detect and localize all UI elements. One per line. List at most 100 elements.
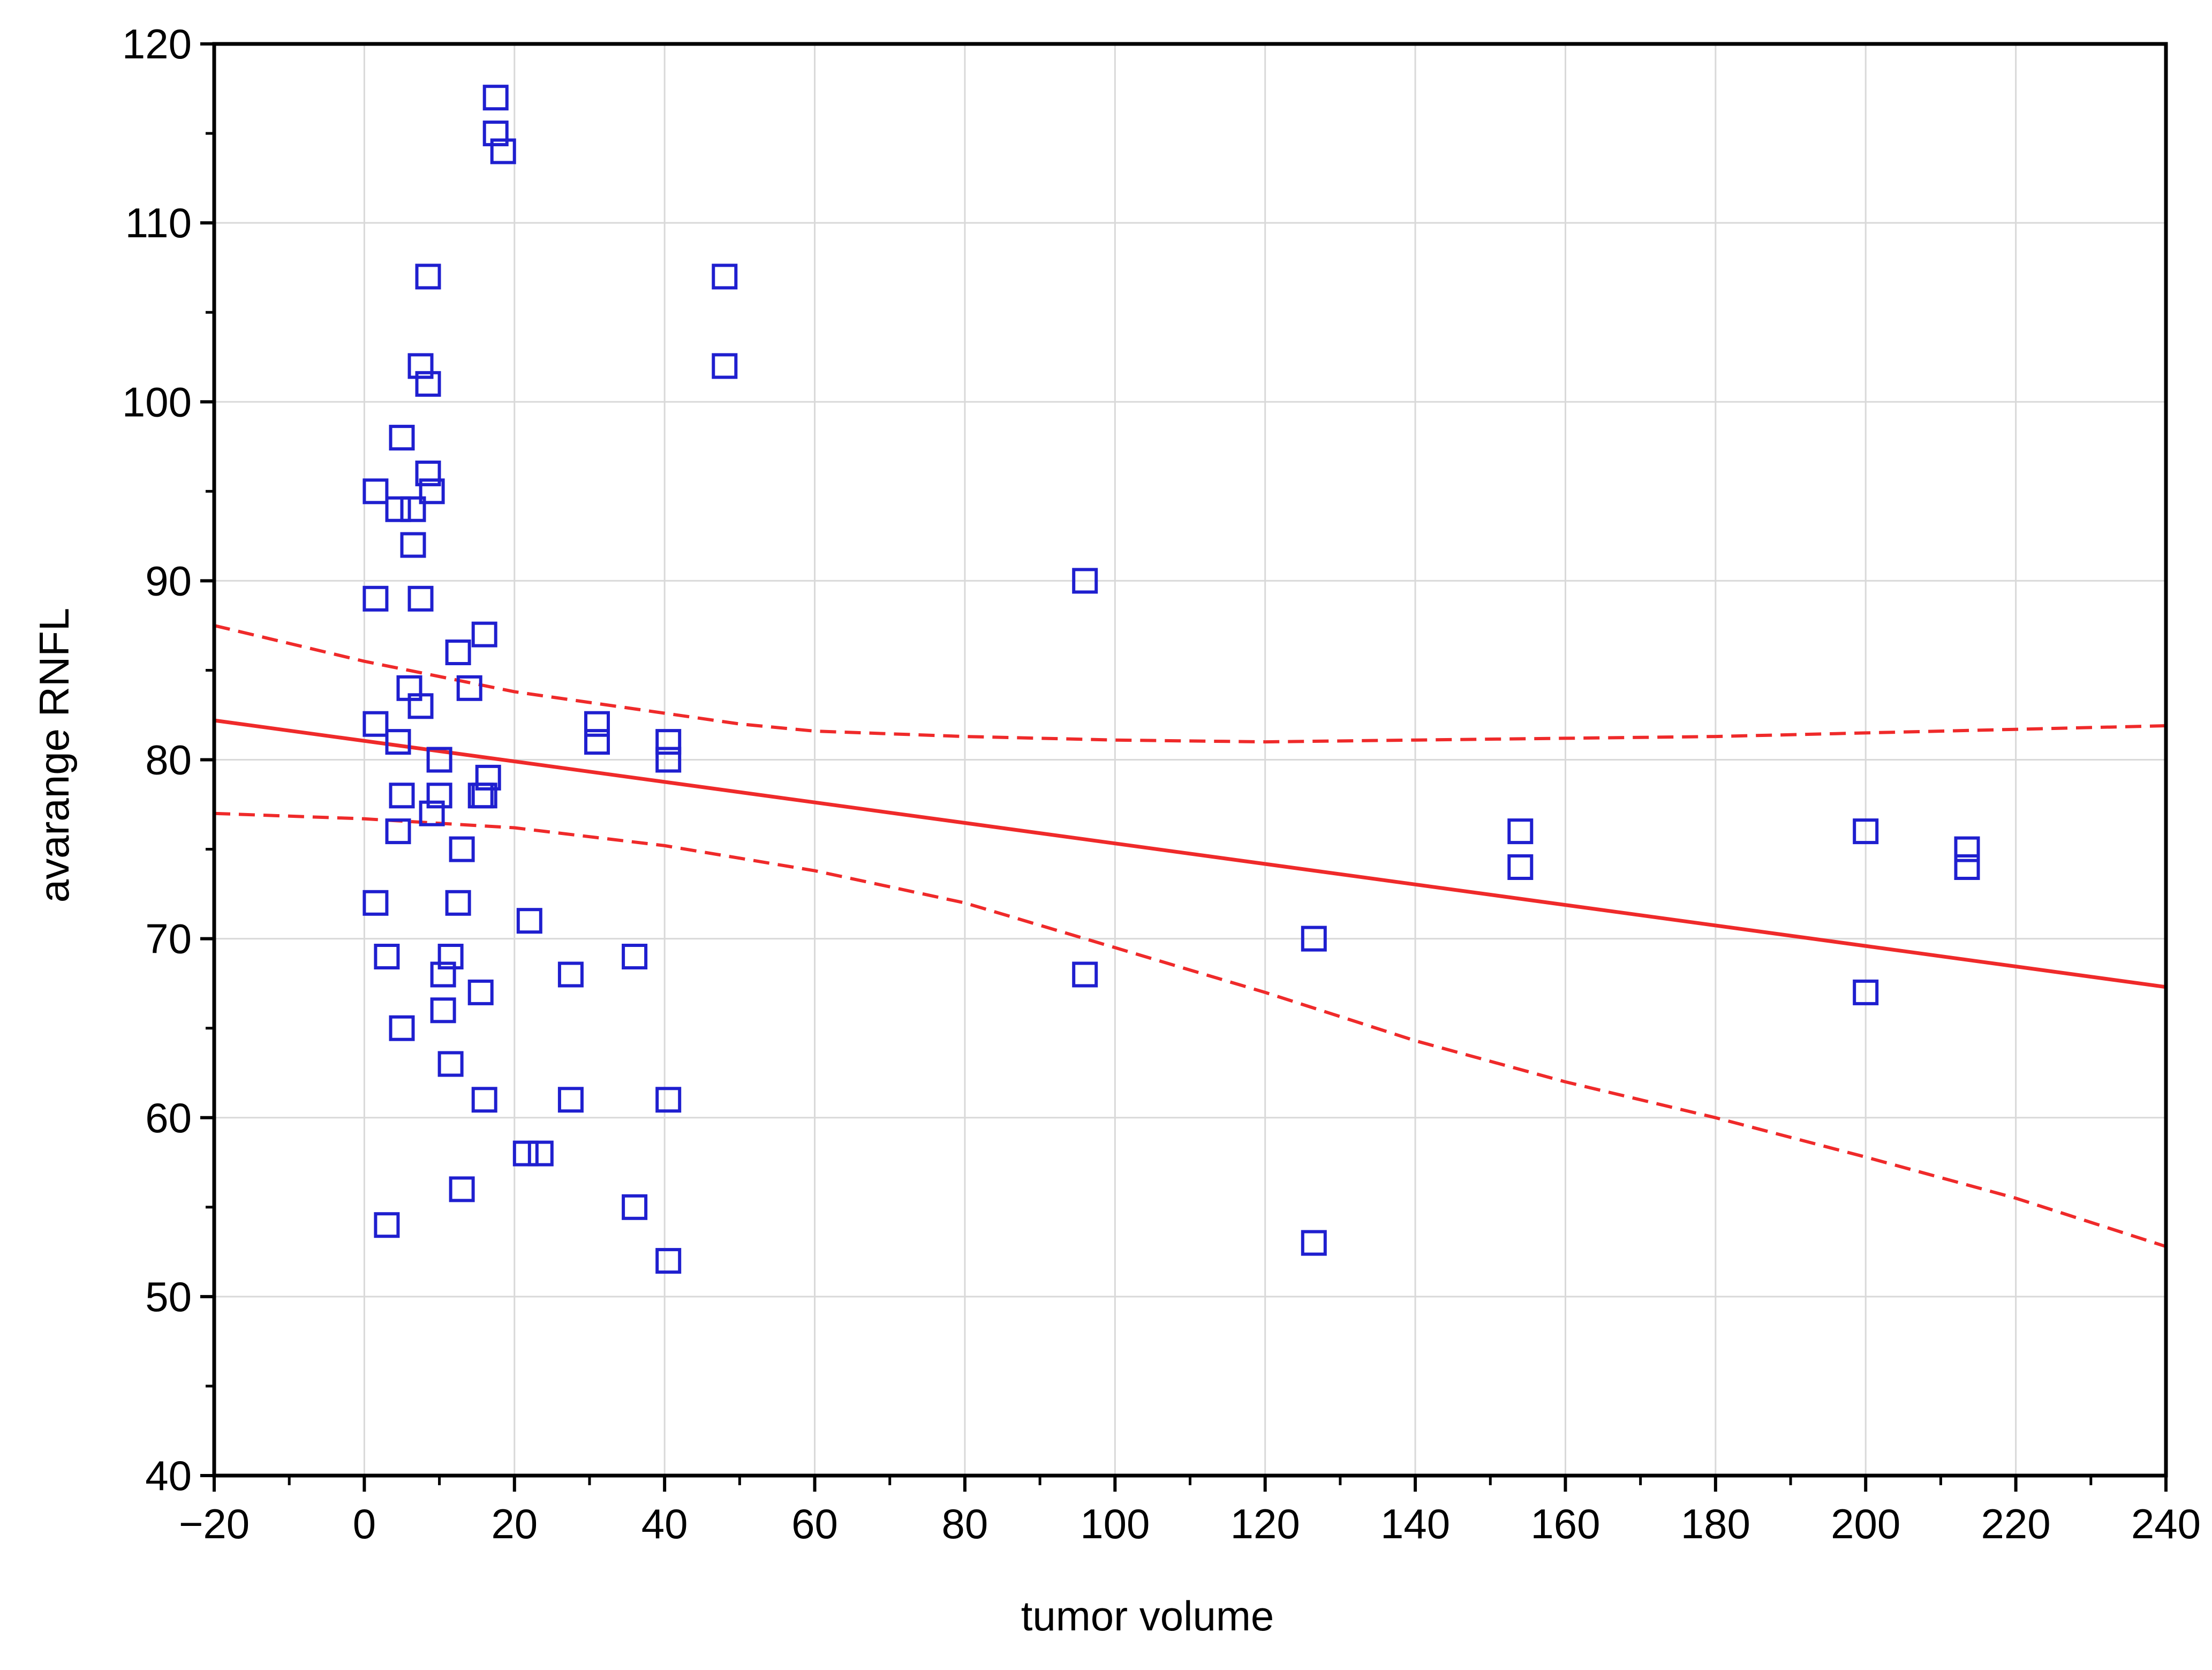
data-point-marker xyxy=(363,585,389,612)
data-point-marker xyxy=(389,783,415,809)
y-tick-label: 70 xyxy=(145,915,192,962)
data-point-marker xyxy=(415,371,441,397)
data-point-marker xyxy=(363,890,389,916)
data-point-marker xyxy=(449,836,475,862)
data-point-marker xyxy=(445,890,471,916)
axis-ticks xyxy=(200,42,2168,1492)
x-tick-label: −20 xyxy=(179,1500,250,1547)
data-point-marker xyxy=(557,1087,584,1113)
data-point-marker xyxy=(1507,818,1534,845)
data-point-marker xyxy=(426,783,452,809)
data-point-marker xyxy=(1301,926,1327,952)
confidence-band-lines xyxy=(214,623,2166,1248)
y-tick-label: 90 xyxy=(145,557,192,604)
x-axis-tick-labels: −20 0 20 40 60 80 100 120 140 160 180 200 220 240 xyxy=(179,1500,2201,1547)
data-point-marker xyxy=(449,1176,475,1202)
grid-lines xyxy=(214,44,2166,1476)
data-point-marker xyxy=(419,478,445,505)
data-point-marker xyxy=(471,1087,497,1113)
data-point-marker xyxy=(557,961,584,988)
data-point-marker xyxy=(437,944,464,969)
y-tick-label: 100 xyxy=(122,378,192,425)
data-point-marker xyxy=(655,729,682,755)
data-point-marker xyxy=(385,496,411,522)
data-point-marker xyxy=(1072,568,1098,594)
lower-confidence-line xyxy=(214,811,2166,1248)
x-tick-label: 80 xyxy=(942,1500,988,1547)
x-tick-label: 0 xyxy=(353,1500,376,1547)
data-point-marker xyxy=(407,353,434,379)
x-tick-label: 160 xyxy=(1530,1500,1600,1547)
data-point-marker xyxy=(471,621,497,648)
data-point-marker xyxy=(1301,1230,1327,1256)
x-tick-label: 20 xyxy=(491,1500,538,1547)
data-point-marker xyxy=(419,800,445,826)
data-point-marker xyxy=(655,747,682,773)
data-points xyxy=(363,85,1980,1274)
data-point-marker xyxy=(407,585,434,612)
data-point-marker xyxy=(655,1087,682,1113)
data-point-marker xyxy=(400,496,426,522)
data-point-marker xyxy=(584,729,610,755)
y-tick-label: 110 xyxy=(125,199,192,246)
data-point-marker xyxy=(389,1015,415,1041)
x-tick-label: 40 xyxy=(641,1500,688,1547)
data-point-marker xyxy=(1853,818,1879,845)
data-point-marker xyxy=(1954,836,1980,862)
data-point-marker xyxy=(482,85,509,111)
data-point-marker xyxy=(1507,854,1534,880)
data-point-marker xyxy=(385,729,411,755)
x-tick-label: 180 xyxy=(1681,1500,1750,1547)
data-point-marker xyxy=(1072,961,1098,988)
data-point-marker xyxy=(363,711,389,737)
y-tick-label: 80 xyxy=(145,736,192,784)
data-point-marker xyxy=(712,353,738,379)
x-tick-label: 60 xyxy=(791,1500,838,1547)
x-tick-label: 220 xyxy=(1981,1500,2051,1547)
data-point-marker xyxy=(426,747,452,773)
data-point-marker xyxy=(1954,854,1980,880)
data-point-marker xyxy=(516,908,542,934)
data-point-marker xyxy=(655,1248,682,1274)
data-point-marker xyxy=(407,693,434,719)
y-axis-tick-labels: 40 50 60 70 80 90 100 110 120 xyxy=(122,20,192,1499)
data-point-marker xyxy=(512,1140,539,1167)
data-point-marker xyxy=(584,711,610,737)
data-point-marker xyxy=(385,818,411,845)
regression-line xyxy=(214,718,2166,989)
x-tick-label: 120 xyxy=(1230,1500,1300,1547)
data-point-marker xyxy=(445,640,471,665)
data-point-marker xyxy=(374,1212,400,1238)
data-point-marker xyxy=(430,997,456,1024)
data-point-marker xyxy=(467,979,494,1005)
data-point-marker xyxy=(456,675,482,701)
data-point-marker xyxy=(482,121,509,147)
data-point-marker xyxy=(437,1051,464,1077)
y-axis-label: avarange RNFL xyxy=(31,608,78,903)
data-point-marker xyxy=(363,478,389,505)
data-point-marker xyxy=(415,264,441,290)
x-axis-label: tumor volume xyxy=(1021,1592,1274,1639)
y-tick-label: 40 xyxy=(145,1452,192,1499)
x-tick-label: 100 xyxy=(1080,1500,1150,1547)
data-point-marker xyxy=(400,532,426,558)
data-point-marker xyxy=(622,944,648,969)
data-point-marker xyxy=(415,460,441,486)
data-point-marker xyxy=(527,1140,554,1167)
x-tick-label: 240 xyxy=(2131,1500,2201,1547)
data-point-marker xyxy=(712,264,738,290)
y-tick-label: 120 xyxy=(122,20,192,67)
x-tick-label: 200 xyxy=(1831,1500,1900,1547)
data-point-marker xyxy=(389,425,415,451)
y-tick-label: 60 xyxy=(145,1094,192,1141)
data-point-marker xyxy=(1853,979,1879,1005)
data-point-marker xyxy=(374,944,400,969)
data-point-marker xyxy=(430,961,456,988)
x-tick-label: 140 xyxy=(1380,1500,1450,1547)
y-tick-label: 50 xyxy=(145,1273,192,1320)
upper-confidence-line xyxy=(214,623,2166,744)
regression-line-layer xyxy=(214,718,2166,989)
